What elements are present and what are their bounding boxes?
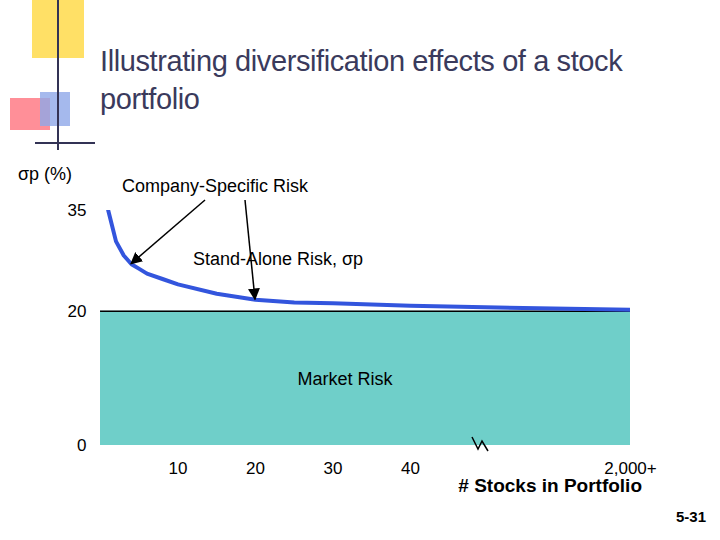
svg-text:# Stocks in Portfolio: # Stocks in Portfolio xyxy=(458,475,642,496)
html-text:Illustrating diversification e: Illustrating diversification effects of … xyxy=(100,45,623,115)
svg-text:0: 0 xyxy=(77,436,86,455)
svg-text:Market Risk: Market Risk xyxy=(297,369,393,389)
svg-text:10: 10 xyxy=(169,459,188,478)
svg-text:σp (%): σp (%) xyxy=(18,164,72,184)
svg-text:20: 20 xyxy=(246,459,265,478)
svg-text:5-31: 5-31 xyxy=(676,508,706,525)
svg-text:40: 40 xyxy=(401,459,420,478)
svg-text:20: 20 xyxy=(68,302,87,321)
svg-text:2,000+: 2,000+ xyxy=(604,458,657,478)
svg-text:Company-Specific Risk: Company-Specific Risk xyxy=(122,176,309,196)
svg-text:35: 35 xyxy=(68,201,87,220)
svg-text:Stand-Alone Risk, σp: Stand-Alone Risk, σp xyxy=(193,249,363,269)
svg-text:30: 30 xyxy=(324,459,343,478)
